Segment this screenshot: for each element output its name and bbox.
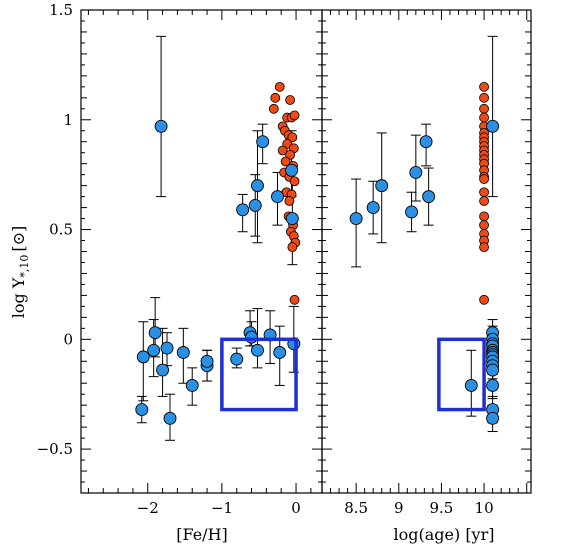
blue-point [136,350,150,364]
orange-point [479,187,489,198]
orange-point [287,132,298,143]
y-tick-label: −0.5 [37,440,73,458]
x-tick-label: 10 [475,499,494,517]
y-axis-title-main: log Υ [9,277,28,318]
x-tick-label: 8.5 [344,499,368,517]
orange-point [285,95,296,105]
y-tick-label: 1 [63,111,73,129]
blue-point [248,198,262,212]
orange-point [479,196,489,206]
x-tick-label: −2 [137,499,159,517]
x-tick-label: 9 [394,499,404,517]
x-axis-title-age: log(age) [yr] [394,525,495,544]
blue-point [271,190,284,204]
blue-point [163,411,177,425]
orange-point [479,103,489,114]
orange-point [479,211,489,222]
blue-point [135,403,149,417]
blue-point [156,363,170,377]
panel-age [349,35,500,433]
orange-point [268,103,279,114]
orange-point [479,174,489,184]
blue-point [245,330,259,344]
orange-point [270,92,281,103]
blue-point [236,203,250,217]
reference-box [220,337,298,412]
blue-point [273,346,287,359]
y-axis-title: log Υ*,10 [⊙] [9,226,31,319]
x-axis-title-feh: [Fe/H] [176,525,228,544]
orange-point [274,81,285,92]
blue-point [464,378,478,392]
plot-layer [135,35,500,441]
y-tick-label: 0.5 [49,221,73,239]
orange-point [479,242,489,253]
orange-point [289,294,300,305]
blue-point [375,179,389,193]
blue-point [486,378,500,392]
x-tick-label: −1 [211,499,233,517]
blue-point [366,201,380,215]
frame-layer [80,9,532,494]
blue-point [405,205,419,219]
reference-box [437,337,486,412]
orange-point [280,156,291,167]
y-tick-label: 0 [63,330,73,348]
orange-point [289,110,300,121]
x-tick-label: 9.5 [429,499,453,517]
panel-frame [80,9,323,494]
orange-point [479,112,489,123]
blue-point [349,212,363,226]
blue-point [176,346,190,359]
blue-point [486,411,500,425]
blue-point [285,212,299,226]
panel-frame [321,9,532,494]
blue-point [148,326,162,340]
y-tick-label: 1.5 [49,1,73,19]
blue-point [285,163,299,177]
orange-point [277,145,288,156]
orange-point [289,176,300,187]
panel-feh [135,35,301,441]
blue-point [230,352,244,366]
orange-point [479,81,489,92]
blue-point [422,190,436,204]
orange-point [287,242,298,253]
blue-point [486,119,500,133]
orange-point [284,196,295,206]
orange-point [479,294,489,305]
label-layer: −2 −1 0 8.5 9 9.5 10 −0.5 0 0.5 1 1.5 [37,1,494,517]
y-axis-title-sub: *,10 [18,255,31,278]
orange-point [479,92,489,103]
blue-point [185,378,199,392]
x-tick-label: 0 [291,499,301,517]
blue-point [154,119,168,133]
blue-point [147,343,161,357]
blue-point [200,354,214,368]
blue-point [486,363,500,377]
blue-point [419,135,433,149]
y-axis-title-unit: [⊙] [9,226,28,252]
blue-point [409,166,423,179]
blue-point [251,179,264,193]
blue-point [251,343,264,357]
blue-point [160,341,174,355]
blue-point [256,135,270,149]
orange-point [479,220,489,231]
